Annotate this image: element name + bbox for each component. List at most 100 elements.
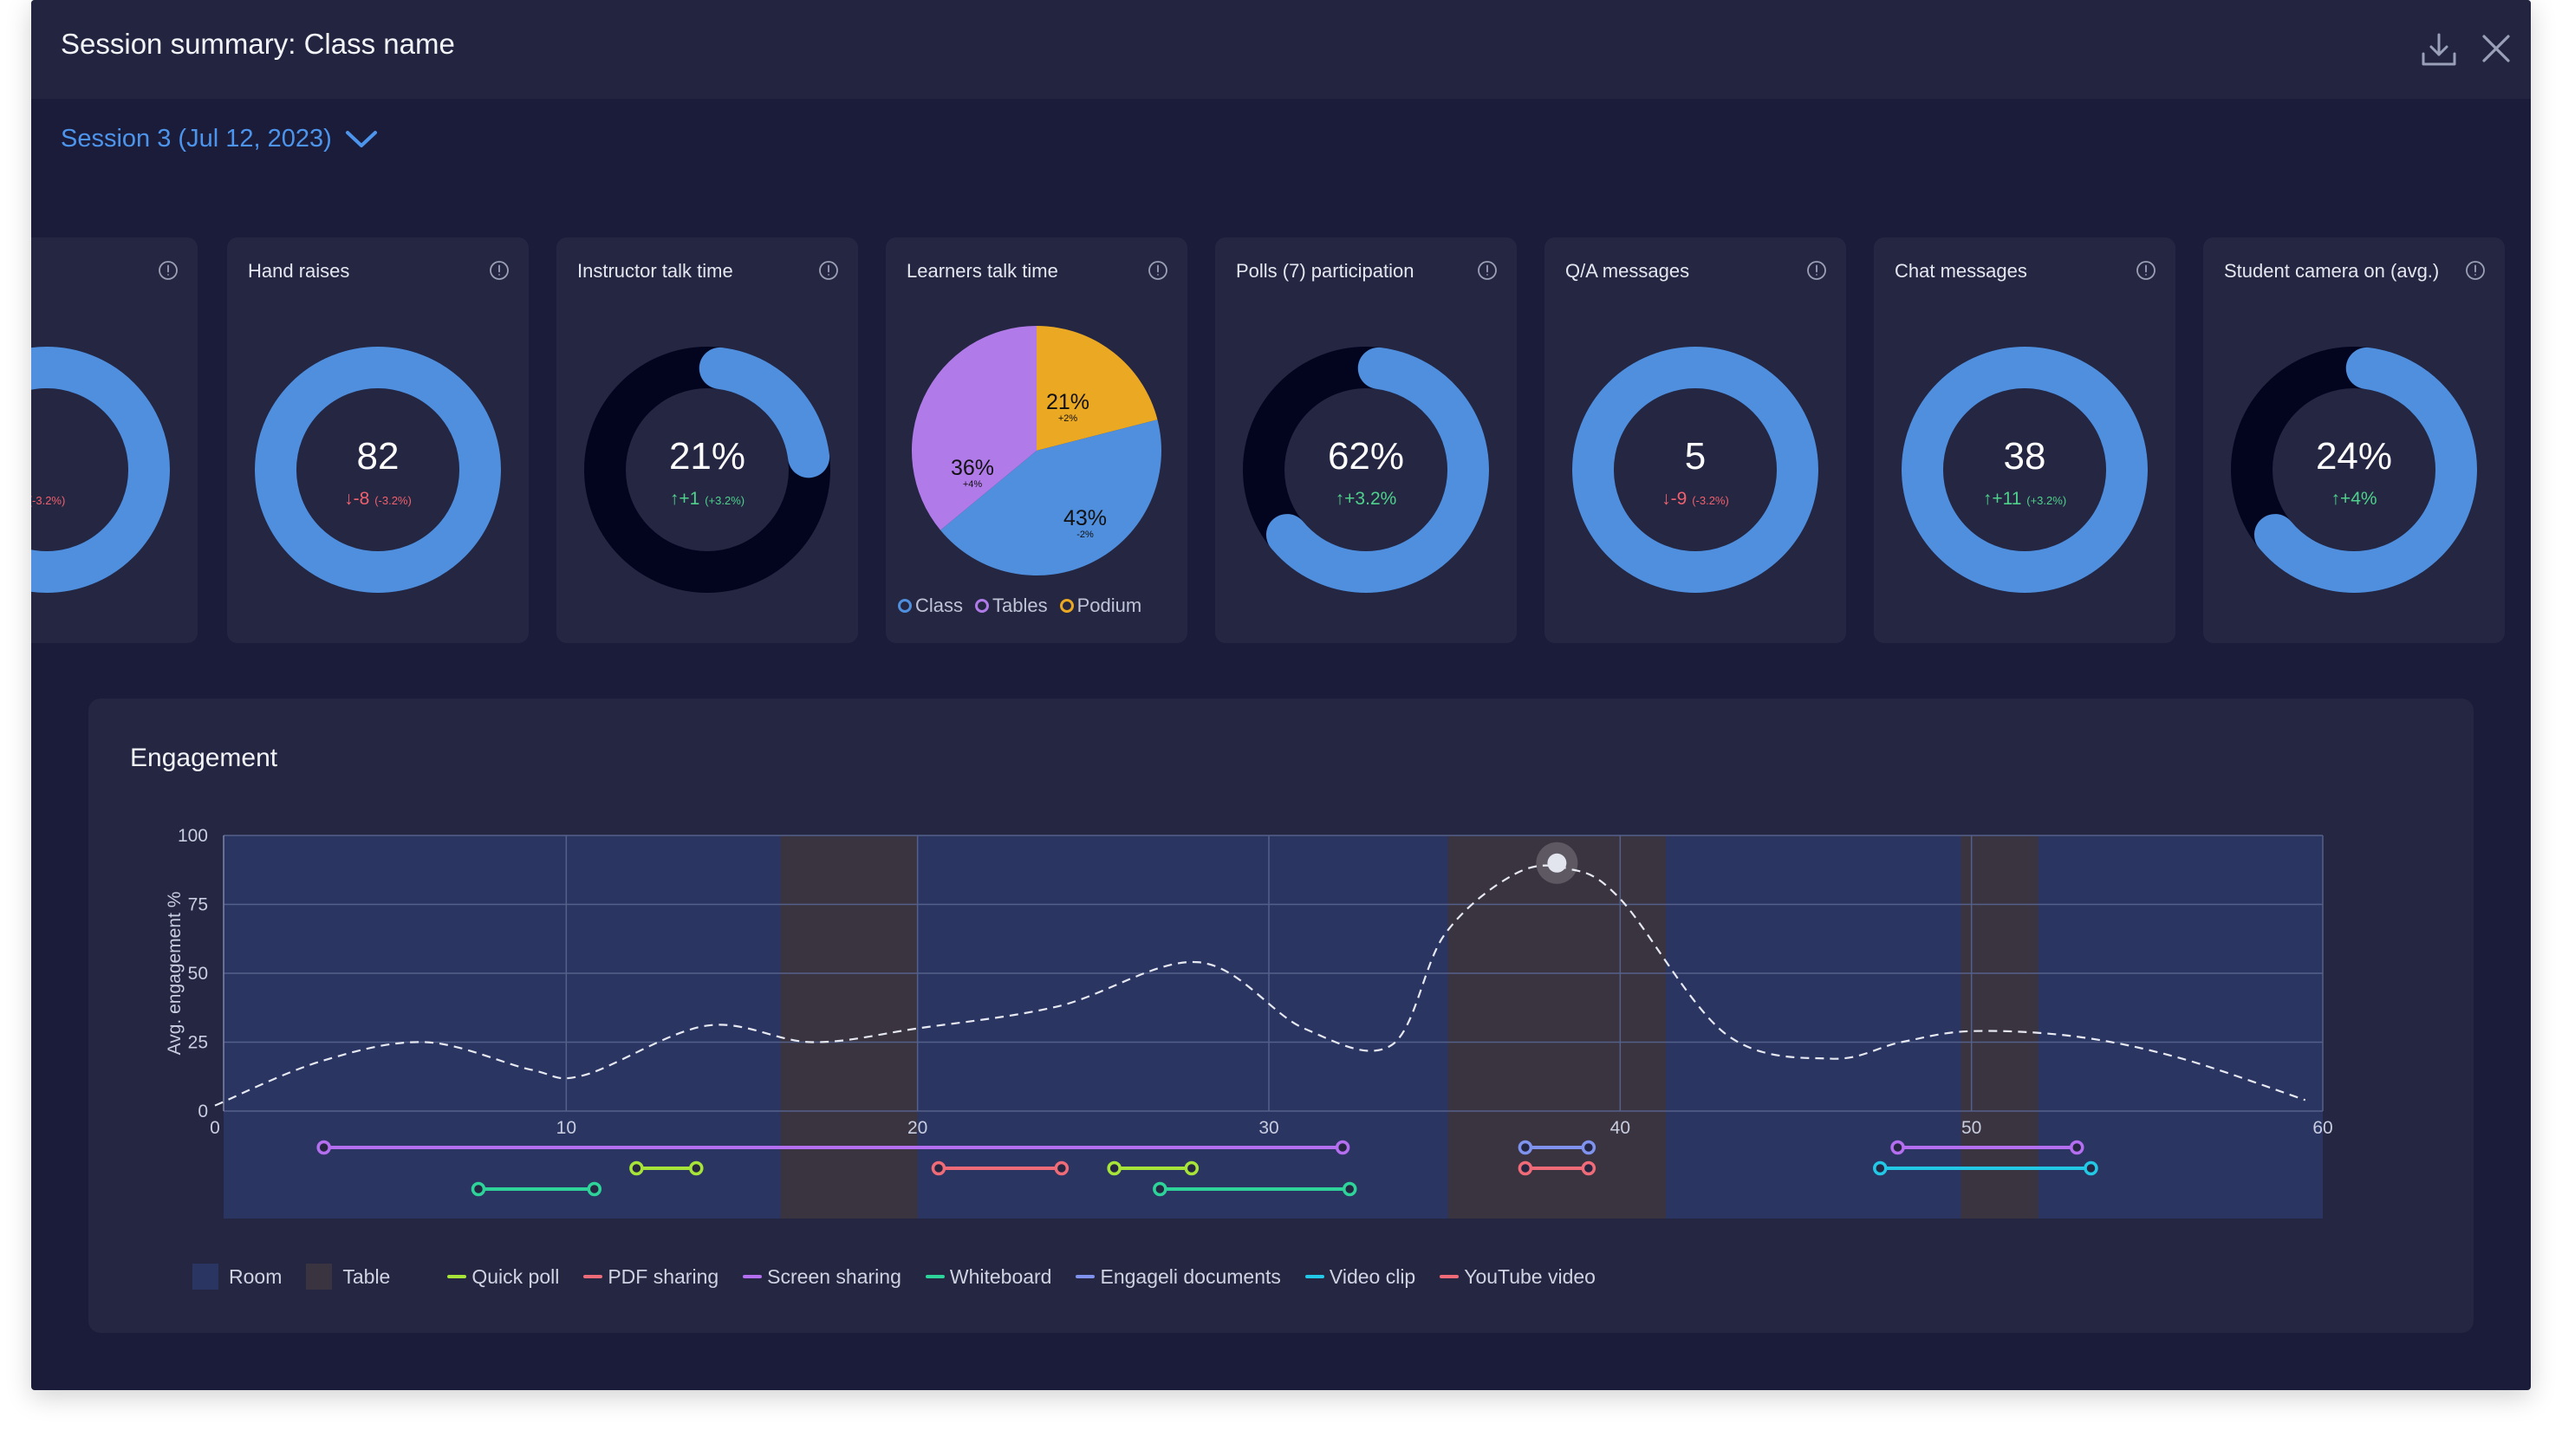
legend-label: Table <box>342 1264 391 1288</box>
donut-ring <box>2229 345 2479 595</box>
pie-label-tables: 36% <box>951 456 994 480</box>
pie-legend-podium: Podium <box>1059 595 1141 617</box>
legend-label: PDF sharing <box>608 1264 719 1288</box>
activity-interval-end <box>1335 1140 1350 1155</box>
donut-arc <box>31 347 170 593</box>
x-tick-label: 40 <box>1610 1118 1630 1138</box>
info-icon[interactable] <box>1148 260 1168 281</box>
metric-title: Chat messages <box>1895 260 2027 282</box>
legend-swatch <box>1440 1275 1460 1278</box>
metric-card-partial: (-3.2%) <box>31 237 198 643</box>
info-icon[interactable] <box>489 260 510 281</box>
metric-value: 24% <box>2315 435 2393 478</box>
legend-label: Screen sharing <box>767 1264 901 1288</box>
download-icon[interactable] <box>2420 31 2458 69</box>
legend-label: Quick poll <box>471 1264 560 1288</box>
activity-interval <box>1873 1160 2098 1176</box>
metric-value: 82 <box>356 435 400 478</box>
legend-swatch <box>192 1264 218 1290</box>
info-icon[interactable] <box>1806 260 1827 281</box>
y-tick-label: 25 <box>188 1033 208 1053</box>
activity-interval <box>1518 1140 1596 1155</box>
donut-ring <box>582 345 832 595</box>
metric-card-instructor-talk-time: Instructor talk time 21% ↑+1 (+3.2%) <box>556 237 858 643</box>
activity-interval-end <box>1342 1181 1357 1197</box>
pie-label-podium: 21% <box>1046 390 1089 414</box>
x-tick-label: 50 <box>1961 1118 1981 1138</box>
legend-swatch <box>306 1264 333 1290</box>
activity-interval-start <box>1518 1140 1533 1155</box>
activity-interval-start <box>1153 1181 1167 1197</box>
pie-slice-tables <box>912 326 1037 530</box>
metric-title: Q/A messages <box>1565 260 1690 282</box>
x-tick-label: 0 <box>210 1118 220 1138</box>
legend-label: Engageli documents <box>1100 1264 1281 1288</box>
x-tick-label: 10 <box>556 1118 576 1138</box>
pie-delta-tables: +4% <box>963 479 983 490</box>
activity-interval <box>316 1140 1350 1155</box>
activity-interval-start <box>471 1181 486 1197</box>
legend-item-video-clip: Video clip <box>1304 1265 1415 1289</box>
donut-arc <box>584 347 830 593</box>
activity-interval-start <box>1873 1160 1888 1176</box>
info-icon[interactable] <box>818 260 839 281</box>
x-tick-label: 30 <box>1258 1118 1278 1138</box>
y-tick-label: 75 <box>188 895 208 915</box>
close-icon[interactable] <box>2479 31 2517 69</box>
metric-card-student-camera-on: Student camera on (avg.) 24% ↑+4% <box>2203 237 2505 643</box>
pie-slice-class <box>940 419 1161 575</box>
legend-item-screen-sharing: Screen sharing <box>743 1265 901 1289</box>
activity-interval-start <box>931 1160 946 1176</box>
table-band <box>780 835 918 1219</box>
info-icon[interactable] <box>2465 260 2486 281</box>
info-icon[interactable] <box>1477 260 1498 281</box>
x-tick-label: 60 <box>2312 1118 2332 1138</box>
legend-item-whiteboard: Whiteboard <box>925 1265 1051 1289</box>
engagement-line <box>214 864 2306 1107</box>
pie-label-class: 43% <box>1063 506 1107 530</box>
highlight-point <box>1547 853 1567 873</box>
donut-ring <box>1900 345 2149 595</box>
legend-swatch <box>447 1275 467 1278</box>
activity-interval-end <box>1581 1140 1596 1155</box>
activity-interval-start <box>629 1160 644 1176</box>
y-tick-label: 0 <box>198 1102 208 1121</box>
legend-label: Room <box>229 1264 283 1288</box>
pie-legend: Class Tables Podium <box>898 595 1141 617</box>
donut-ring <box>1241 345 1491 595</box>
activity-interval-start <box>316 1140 331 1155</box>
legend-label: YouTube video <box>1464 1264 1596 1288</box>
metric-title: Student camera on (avg.) <box>2224 260 2440 282</box>
metric-value: 5 <box>1684 435 1707 478</box>
metric-value: 21% <box>668 435 746 478</box>
legend-swatch <box>583 1275 603 1278</box>
session-selector[interactable]: Session 3 (Jul 12, 2023) <box>61 125 379 153</box>
info-icon[interactable] <box>158 260 179 281</box>
pie-delta-podium: +2% <box>1058 413 1078 424</box>
session-summary-modal: Session summary: Class name Session 3 (J… <box>31 0 2531 1390</box>
metric-delta: ↓-8 (-3.2%) <box>344 489 412 509</box>
activity-interval <box>1107 1160 1200 1176</box>
metric-delta: ↑+4% <box>2331 489 2377 509</box>
activity-interval-end <box>1581 1160 1596 1176</box>
activity-interval-end <box>2070 1140 2084 1155</box>
activity-interval <box>931 1160 1070 1176</box>
table-band <box>1961 835 2039 1219</box>
donut-ring <box>253 345 503 595</box>
pie-legend-tables: Tables <box>975 595 1048 617</box>
donut-arc <box>1902 347 2148 593</box>
activity-interval-end <box>1054 1160 1070 1176</box>
metric-card-qa-messages: Q/A messages 5 ↓-9 (-3.2%) <box>1544 237 1846 643</box>
legend-swatch <box>1076 1275 1096 1278</box>
activity-interval-end <box>689 1160 704 1176</box>
activity-interval <box>471 1181 602 1197</box>
info-icon[interactable] <box>2136 260 2156 281</box>
y-axis-label: Avg. engagement % <box>165 892 185 1056</box>
legend-swatch <box>743 1275 763 1278</box>
legend-item-pdf-sharing: PDF sharing <box>583 1265 719 1289</box>
activity-interval-start <box>1107 1160 1122 1176</box>
activity-interval-end <box>1184 1160 1200 1176</box>
engagement-legend: Room Table Quick poll PDF sharing Screen sha… <box>192 1264 1620 1290</box>
metric-title: Instructor talk time <box>577 260 733 282</box>
activity-interval-start <box>1890 1140 1905 1155</box>
